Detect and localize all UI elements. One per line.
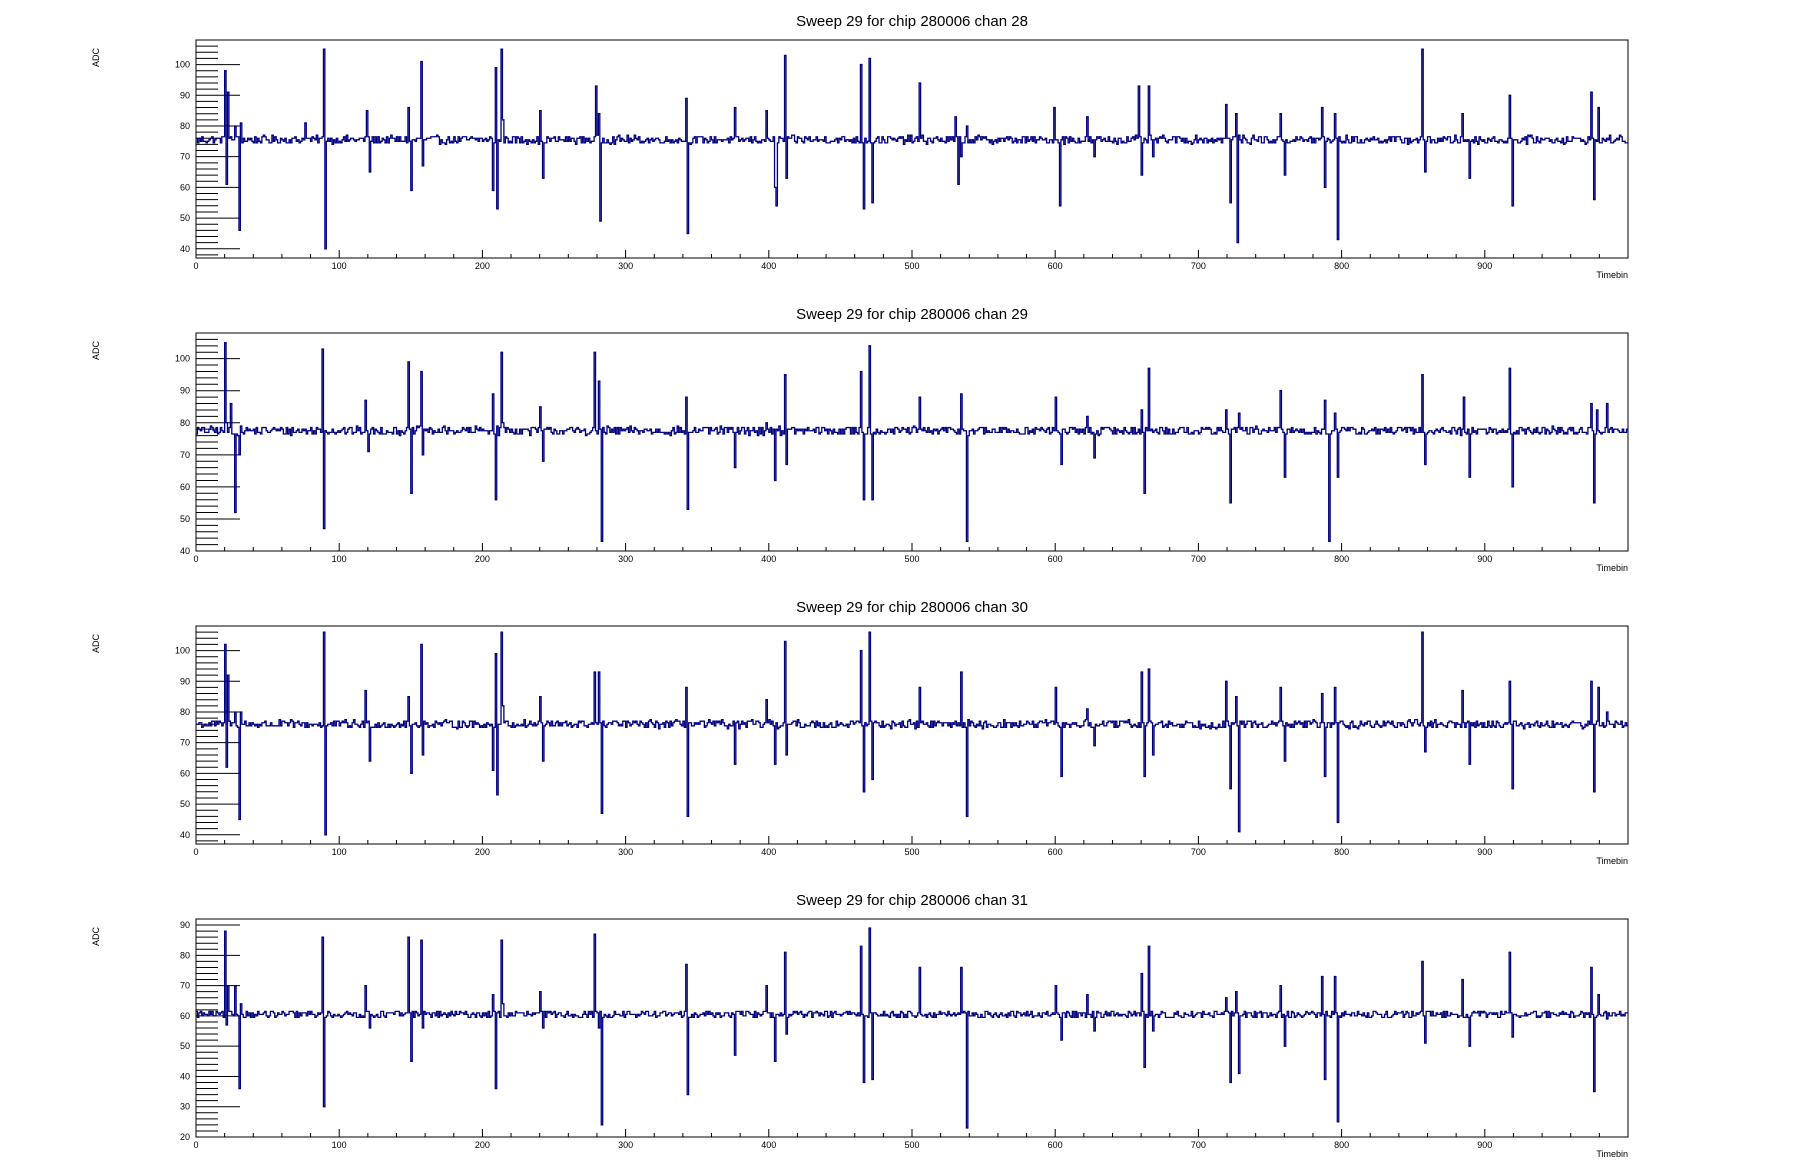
x-tick-label: 900 — [1477, 1140, 1492, 1150]
x-tick-label: 300 — [618, 261, 633, 271]
x-tick-label: 200 — [475, 1140, 490, 1150]
chart-title: Sweep 29 for chip 280006 chan 31 — [796, 892, 1028, 909]
x-tick-label: 700 — [1191, 554, 1206, 564]
x-tick-label: 300 — [618, 847, 633, 857]
adc-waveform — [196, 48, 1628, 250]
x-tick-label: 600 — [1048, 554, 1063, 564]
x-tick-label: 700 — [1191, 847, 1206, 857]
y-tick-label: 100 — [175, 60, 190, 70]
y-axis-label: ADC — [91, 341, 101, 361]
y-tick-label: 70 — [180, 981, 190, 991]
x-tick-label: 100 — [332, 1140, 347, 1150]
y-tick-label: 100 — [175, 646, 190, 656]
y-tick-label: 60 — [180, 768, 190, 778]
x-tick-label: 0 — [193, 554, 198, 564]
y-tick-label: 40 — [180, 830, 190, 840]
y-tick-label: 60 — [180, 182, 190, 192]
y-tick-label: 20 — [180, 1132, 190, 1142]
y-tick-label: 60 — [180, 482, 190, 492]
chart-svg: Sweep 29 for chip 280006 chan 28 ADC Timeb… — [91, 13, 1629, 280]
chart-svg: Sweep 29 for chip 280006 chan 30 ADC Timeb… — [91, 599, 1629, 866]
x-tick-label: 200 — [475, 261, 490, 271]
y-axis-label: ADC — [91, 48, 101, 68]
x-tick-label: 900 — [1477, 554, 1492, 564]
chart-panel-chan-31: Sweep 29 for chip 280006 chan 31 ADC Timeb… — [0, 879, 1796, 1172]
chart-panel-chan-28: Sweep 29 for chip 280006 chan 28 ADC Timeb… — [0, 0, 1796, 293]
x-tick-label: 0 — [193, 261, 198, 271]
x-tick-label: 400 — [761, 261, 776, 271]
y-tick-label: 50 — [180, 514, 190, 524]
y-tick-label: 80 — [180, 950, 190, 960]
x-tick-label: 0 — [193, 847, 198, 857]
chart-title: Sweep 29 for chip 280006 chan 28 — [796, 13, 1028, 30]
y-tick-label: 100 — [175, 354, 190, 364]
x-tick-label: 100 — [332, 554, 347, 564]
chart-panel-chan-29: Sweep 29 for chip 280006 chan 29 ADC Timeb… — [0, 293, 1796, 586]
chart-svg: Sweep 29 for chip 280006 chan 31 ADC Timeb… — [91, 892, 1629, 1159]
x-tick-label: 800 — [1334, 554, 1349, 564]
x-tick-label: 0 — [193, 1140, 198, 1150]
x-tick-label: 600 — [1048, 261, 1063, 271]
x-tick-label: 500 — [904, 1140, 919, 1150]
x-axis-label: Timebin — [1596, 270, 1628, 280]
x-tick-label: 800 — [1334, 847, 1349, 857]
y-tick-label: 50 — [180, 213, 190, 223]
x-tick-label: 700 — [1191, 1140, 1206, 1150]
adc-waveform — [196, 631, 1628, 836]
adc-waveform — [196, 341, 1628, 543]
y-tick-label: 40 — [180, 546, 190, 556]
x-tick-label: 500 — [904, 261, 919, 271]
y-tick-label: 90 — [180, 90, 190, 100]
y-tick-label: 90 — [180, 386, 190, 396]
y-tick-label: 30 — [180, 1102, 190, 1112]
x-tick-label: 900 — [1477, 847, 1492, 857]
y-axis-label: ADC — [91, 927, 101, 947]
y-tick-label: 80 — [180, 121, 190, 131]
x-axis-label: Timebin — [1596, 856, 1628, 866]
x-tick-label: 800 — [1334, 1140, 1349, 1150]
y-tick-label: 70 — [180, 152, 190, 162]
chart-title: Sweep 29 for chip 280006 chan 29 — [796, 306, 1028, 323]
x-tick-label: 600 — [1048, 1140, 1063, 1150]
x-tick-label: 900 — [1477, 261, 1492, 271]
x-tick-label: 200 — [475, 554, 490, 564]
y-tick-label: 40 — [180, 244, 190, 254]
y-tick-label: 70 — [180, 450, 190, 460]
y-tick-label: 90 — [180, 676, 190, 686]
x-tick-label: 600 — [1048, 847, 1063, 857]
y-tick-label: 50 — [180, 799, 190, 809]
x-tick-label: 300 — [618, 554, 633, 564]
x-tick-label: 800 — [1334, 261, 1349, 271]
x-tick-label: 400 — [761, 1140, 776, 1150]
chart-title: Sweep 29 for chip 280006 chan 30 — [796, 599, 1028, 616]
x-tick-label: 500 — [904, 554, 919, 564]
y-tick-label: 60 — [180, 1011, 190, 1021]
x-tick-label: 400 — [761, 847, 776, 857]
x-axis-label: Timebin — [1596, 1149, 1628, 1159]
y-tick-label: 50 — [180, 1041, 190, 1051]
chart-panel-chan-30: Sweep 29 for chip 280006 chan 30 ADC Timeb… — [0, 586, 1796, 879]
y-axis-label: ADC — [91, 634, 101, 654]
x-tick-label: 300 — [618, 1140, 633, 1150]
x-tick-label: 100 — [332, 261, 347, 271]
x-tick-label: 200 — [475, 847, 490, 857]
x-tick-label: 500 — [904, 847, 919, 857]
adc-waveform — [196, 927, 1628, 1129]
y-tick-label: 80 — [180, 707, 190, 717]
y-tick-label: 80 — [180, 418, 190, 428]
x-tick-label: 400 — [761, 554, 776, 564]
x-axis-label: Timebin — [1596, 563, 1628, 573]
y-tick-label: 40 — [180, 1071, 190, 1081]
x-tick-label: 700 — [1191, 261, 1206, 271]
y-tick-label: 70 — [180, 738, 190, 748]
chart-svg: Sweep 29 for chip 280006 chan 29 ADC Timeb… — [91, 306, 1629, 573]
x-tick-label: 100 — [332, 847, 347, 857]
y-tick-label: 90 — [180, 920, 190, 930]
